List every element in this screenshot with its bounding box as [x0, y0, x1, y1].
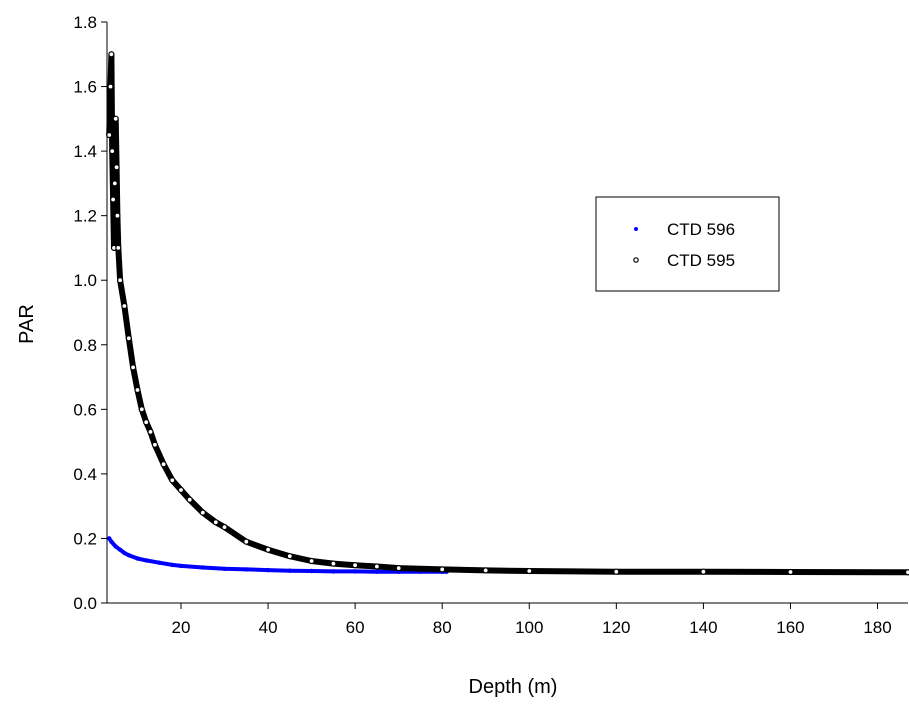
- data-point: [130, 364, 137, 371]
- series-ctd-596: [107, 536, 449, 574]
- data-point: [111, 180, 118, 187]
- data-point: [212, 519, 219, 526]
- x-tick-label: 160: [776, 618, 804, 637]
- data-point: [395, 564, 402, 572]
- y-tick-label: 1.6: [73, 78, 97, 97]
- legend: CTD 596 CTD 595: [595, 196, 780, 292]
- data-point: [186, 496, 193, 503]
- legend-label-ctd-595: CTD 595: [667, 251, 735, 270]
- data-point: [787, 568, 794, 576]
- data-point: [115, 244, 122, 251]
- x-axis-ticks: 20 40 60 80 100 120 140 160 180: [172, 603, 892, 637]
- legend-label-ctd-596: CTD 596: [667, 220, 735, 239]
- data-point: [221, 523, 228, 531]
- data-point: [117, 547, 123, 552]
- data-point: [138, 406, 145, 413]
- data-point: [613, 568, 620, 575]
- data-point: [107, 536, 112, 541]
- data-point: [904, 569, 909, 576]
- data-point: [178, 563, 184, 569]
- data-point: [125, 335, 132, 342]
- data-point: [108, 51, 115, 58]
- y-tick-label: 1.0: [73, 271, 97, 290]
- y-tick-label: 1.2: [73, 207, 97, 226]
- data-point: [265, 546, 272, 553]
- plot-area: [106, 51, 909, 576]
- data-point: [109, 196, 117, 203]
- data-point: [200, 565, 205, 570]
- data-point: [113, 164, 120, 171]
- data-point: [308, 557, 315, 565]
- x-tick-label: 180: [863, 618, 891, 637]
- x-tick-label: 60: [346, 618, 365, 637]
- y-tick-label: 0.0: [73, 594, 97, 613]
- data-point: [373, 563, 380, 570]
- data-point: [352, 569, 358, 574]
- y-tick-label: 1.8: [73, 13, 97, 32]
- data-point: [526, 567, 533, 575]
- y-axis-title: PAR: [16, 304, 38, 344]
- data-point: [244, 567, 249, 572]
- data-point: [122, 550, 127, 556]
- series-line: [106, 51, 909, 576]
- data-point: [121, 302, 128, 310]
- data-point: [144, 558, 149, 563]
- data-point: [109, 148, 116, 155]
- data-point: [243, 538, 250, 545]
- data-point: [134, 386, 141, 394]
- data-point: [143, 419, 150, 426]
- data-point: [116, 277, 124, 284]
- legend-box: [595, 196, 780, 292]
- x-tick-label: 120: [602, 618, 630, 637]
- y-tick-label: 0.6: [73, 400, 97, 419]
- data-point: [374, 569, 380, 574]
- data-point: [126, 553, 131, 558]
- data-point: [151, 441, 158, 448]
- legend-marker-ctd-596: [634, 227, 638, 231]
- x-tick-label: 40: [259, 618, 278, 637]
- data-point: [109, 539, 114, 544]
- data-point: [330, 560, 337, 567]
- legend-marker-ctd-595: [633, 257, 639, 263]
- x-axis-title: Depth (m): [469, 676, 558, 698]
- data-point: [439, 566, 446, 573]
- y-axis-ticks: 0.0 0.2 0.4 0.6 0.8 1.0 1.2 1.4 1.6 1.8: [73, 13, 107, 613]
- y-tick-label: 0.4: [73, 465, 97, 484]
- data-point: [352, 562, 359, 569]
- data-point: [160, 461, 167, 468]
- x-tick-label: 140: [689, 618, 717, 637]
- data-point: [177, 486, 185, 494]
- x-tick-label: 80: [433, 618, 452, 637]
- data-point: [222, 566, 227, 571]
- data-point: [147, 428, 154, 435]
- data-point: [331, 569, 336, 574]
- data-point: [309, 568, 314, 574]
- y-tick-label: 0.8: [73, 336, 97, 355]
- data-point: [287, 568, 292, 573]
- data-point: [700, 568, 707, 575]
- series-ctd-595: [106, 51, 909, 576]
- data-point: [157, 560, 162, 565]
- x-tick-label: 20: [172, 618, 191, 637]
- x-tick-label: 100: [515, 618, 543, 637]
- data-point: [286, 553, 293, 560]
- data-point: [113, 544, 118, 549]
- data-point: [135, 556, 140, 561]
- data-point: [112, 115, 119, 122]
- data-point: [169, 477, 176, 484]
- y-tick-label: 0.2: [73, 529, 97, 548]
- y-tick-label: 1.4: [73, 142, 97, 161]
- data-point: [265, 567, 271, 573]
- data-point: [199, 509, 206, 516]
- data-point: [107, 83, 114, 90]
- data-point: [170, 562, 175, 568]
- data-point: [482, 567, 489, 574]
- data-point: [114, 212, 121, 219]
